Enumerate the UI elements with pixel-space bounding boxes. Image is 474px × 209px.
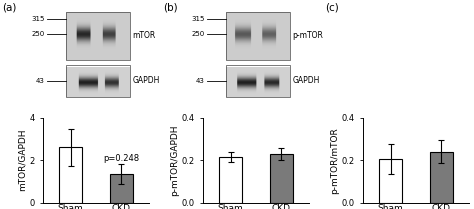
Bar bbox=[379, 159, 402, 203]
Text: 315: 315 bbox=[191, 16, 205, 22]
Bar bbox=[59, 148, 82, 203]
Y-axis label: p-mTOR/mTOR: p-mTOR/mTOR bbox=[330, 127, 339, 194]
Text: 250: 250 bbox=[32, 31, 45, 37]
Text: GAPDH: GAPDH bbox=[292, 76, 319, 85]
Bar bbox=[226, 12, 290, 60]
Text: 43: 43 bbox=[36, 78, 45, 84]
Y-axis label: mTOR/GAPDH: mTOR/GAPDH bbox=[18, 129, 27, 191]
Bar bbox=[219, 157, 242, 203]
Text: (b): (b) bbox=[164, 2, 178, 12]
Bar bbox=[110, 174, 133, 203]
Text: mTOR: mTOR bbox=[132, 31, 155, 40]
Text: 43: 43 bbox=[196, 78, 205, 84]
Text: (a): (a) bbox=[2, 2, 17, 12]
Bar bbox=[66, 65, 130, 97]
Text: (c): (c) bbox=[325, 2, 338, 12]
Text: p=0.248: p=0.248 bbox=[103, 154, 139, 163]
Bar bbox=[226, 65, 290, 97]
Text: GAPDH: GAPDH bbox=[132, 76, 160, 85]
Text: 315: 315 bbox=[31, 16, 45, 22]
Text: 250: 250 bbox=[191, 31, 205, 37]
Text: p-mTOR: p-mTOR bbox=[292, 31, 323, 40]
Y-axis label: p-mTOR/GAPDH: p-mTOR/GAPDH bbox=[170, 125, 179, 196]
Bar bbox=[430, 152, 453, 203]
Bar bbox=[270, 154, 293, 203]
Bar bbox=[66, 12, 130, 60]
